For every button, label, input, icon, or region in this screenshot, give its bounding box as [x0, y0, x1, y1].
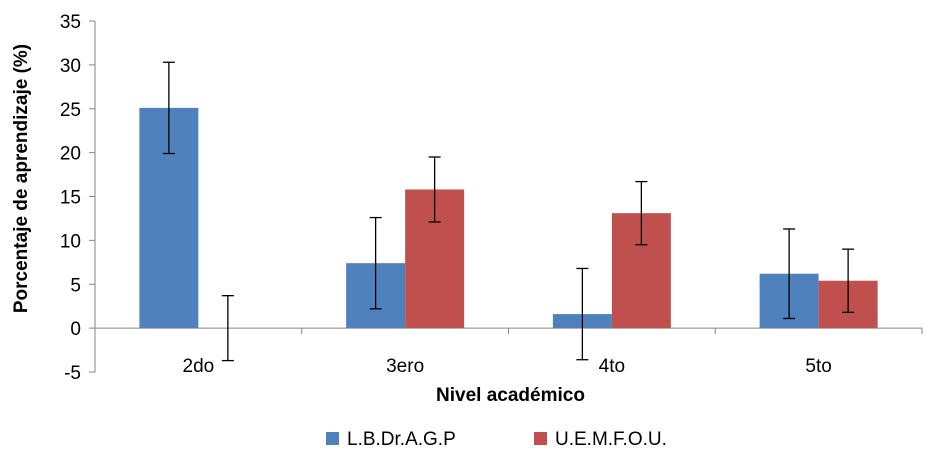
legend-label: L.B.Dr.A.G.P [347, 429, 456, 450]
legend-label: U.E.M.F.O.U. [555, 429, 667, 450]
error-bars [162, 61, 855, 362]
legend-item: U.E.M.F.O.U. [534, 429, 667, 450]
y-tick-label: 30 [60, 56, 81, 77]
legend: L.B.Dr.A.G.P U.E.M.F.O.U. [326, 429, 667, 450]
x-tick-label: 2do [183, 356, 215, 377]
y-tick-label: 10 [60, 231, 81, 252]
y-axis: -5 0 5 10 15 20 25 30 35 [60, 12, 96, 384]
legend-item: L.B.Dr.A.G.P [326, 429, 456, 450]
bars [139, 107, 878, 329]
y-tick-label: 35 [60, 12, 81, 33]
legend-swatch [326, 432, 339, 445]
y-axis-title: Porcentaje de aprendizaje (%) [11, 44, 32, 313]
legend-swatch [534, 432, 547, 445]
x-axis: 2do 3ero 4to 5to [94, 327, 923, 377]
y-tick-label: 0 [70, 319, 81, 340]
y-tick-label: 20 [60, 144, 81, 165]
y-tick-label: 15 [60, 188, 81, 209]
y-tick-label: -5 [64, 363, 81, 384]
x-tick-label: 3ero [386, 356, 424, 377]
x-tick-label: 5to [805, 356, 831, 377]
x-tick-label: 4to [599, 356, 625, 377]
y-tick-label: 5 [70, 275, 81, 296]
y-tick-label: 25 [60, 100, 81, 121]
x-axis-title: Nivel académico [436, 385, 585, 406]
